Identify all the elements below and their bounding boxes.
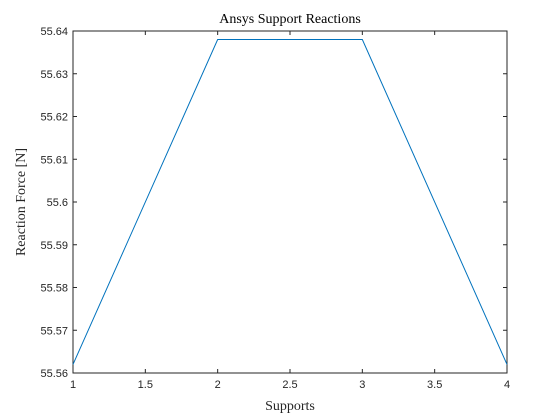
y-tick-label: 55.56 <box>40 368 68 380</box>
y-tick-label: 55.6 <box>47 197 68 209</box>
axes-box <box>72 30 508 374</box>
y-tick-label: 55.62 <box>40 112 68 124</box>
y-tick-label: 55.64 <box>40 26 68 38</box>
y-tick-label: 55.61 <box>40 154 68 166</box>
series-layer <box>72 39 508 365</box>
series-line <box>72 39 508 365</box>
chart-title: Ansys Support Reactions <box>219 12 361 27</box>
x-tick-label: 2.5 <box>282 379 297 391</box>
x-axis-label: Supports <box>265 399 315 414</box>
x-axis-ticks: 1 1.5 2 2.5 3 3.5 4 <box>70 31 510 391</box>
y-tick-label: 55.57 <box>40 325 68 337</box>
y-tick-label: 55.58 <box>40 283 68 295</box>
y-tick-label: 55.63 <box>40 69 68 81</box>
y-axis-label: Reaction Force [N] <box>14 148 29 256</box>
x-tick-label: 3.5 <box>427 379 442 391</box>
y-tick-label: 55.59 <box>40 240 68 252</box>
y-axis-ticks: 55.56 55.57 55.58 55.59 55.6 55.61 55.62 55.63 5… <box>40 26 507 380</box>
x-tick-label: 1.5 <box>138 379 153 391</box>
x-tick-label: 1 <box>70 379 76 391</box>
x-tick-label: 3 <box>359 379 365 391</box>
plot-area <box>72 30 508 374</box>
x-tick-label: 2 <box>215 379 221 391</box>
x-tick-label: 4 <box>504 379 510 391</box>
